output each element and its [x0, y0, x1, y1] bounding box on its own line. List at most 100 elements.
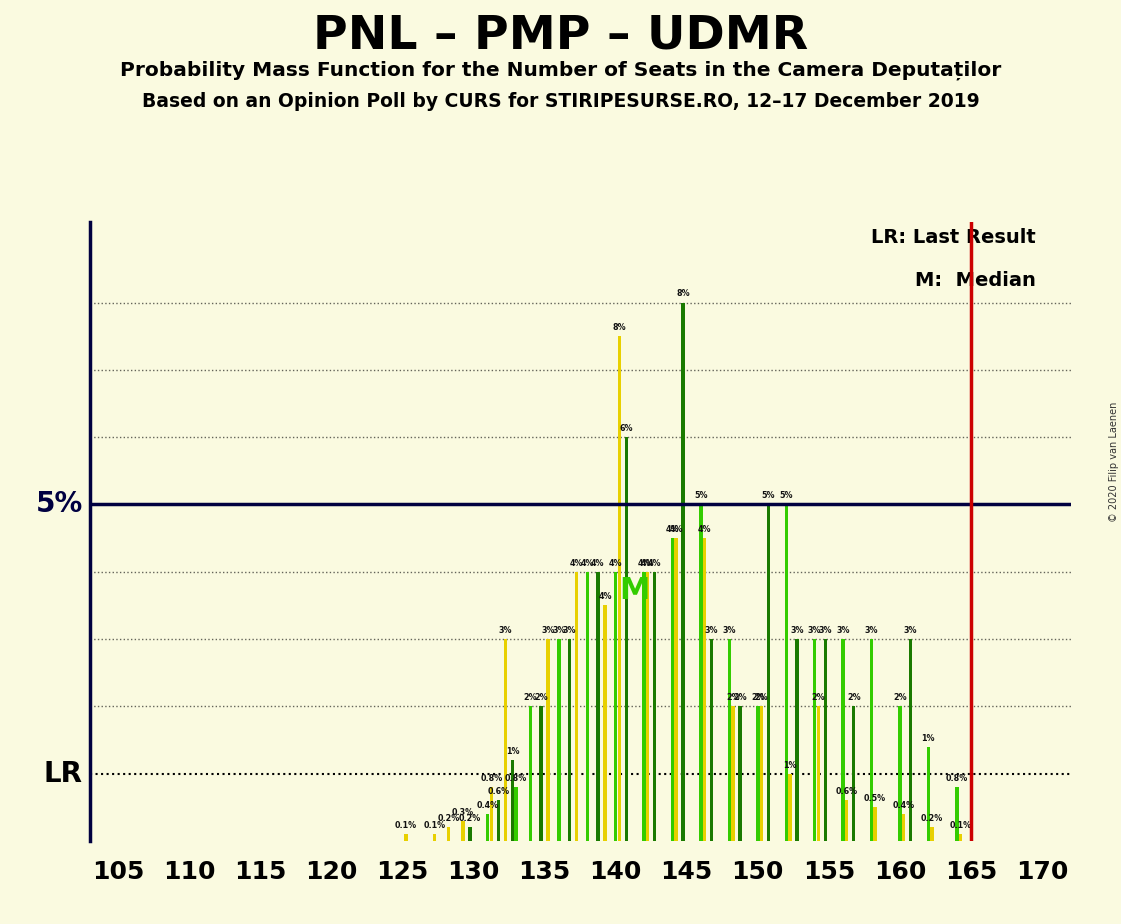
Bar: [557, 639, 560, 841]
Bar: [546, 639, 549, 841]
Bar: [909, 639, 912, 841]
Bar: [898, 706, 901, 841]
Text: 0.1%: 0.1%: [424, 821, 445, 830]
Bar: [654, 572, 657, 841]
Text: 3%: 3%: [864, 626, 878, 635]
Bar: [703, 538, 706, 841]
Text: 3%: 3%: [541, 626, 555, 635]
Bar: [585, 572, 589, 841]
Text: 3%: 3%: [904, 626, 917, 635]
Text: 0.8%: 0.8%: [506, 774, 527, 783]
Bar: [816, 706, 819, 841]
Bar: [646, 572, 649, 841]
Text: 4%: 4%: [697, 525, 711, 534]
Text: 1%: 1%: [921, 734, 935, 743]
Text: 3%: 3%: [808, 626, 822, 635]
Text: 4%: 4%: [599, 592, 612, 602]
Text: PNL – PMP – UDMR: PNL – PMP – UDMR: [313, 14, 808, 59]
Text: 4%: 4%: [569, 559, 583, 567]
Bar: [767, 505, 770, 841]
Bar: [515, 787, 518, 841]
Bar: [670, 538, 674, 841]
Text: 4%: 4%: [581, 559, 594, 567]
Bar: [675, 538, 678, 841]
Text: 4%: 4%: [666, 525, 679, 534]
Text: 0.2%: 0.2%: [437, 814, 460, 823]
Text: 4%: 4%: [638, 559, 651, 567]
Bar: [469, 827, 472, 841]
Text: 0.1%: 0.1%: [949, 821, 972, 830]
Bar: [710, 639, 713, 841]
Bar: [813, 639, 816, 841]
Text: 0.2%: 0.2%: [920, 814, 943, 823]
Text: 2%: 2%: [812, 693, 825, 702]
Text: 4%: 4%: [641, 559, 655, 567]
Text: 3%: 3%: [705, 626, 719, 635]
Text: 2%: 2%: [893, 693, 907, 702]
Text: M: M: [619, 577, 649, 605]
Bar: [497, 800, 500, 841]
Bar: [603, 605, 606, 841]
Bar: [529, 706, 532, 841]
Text: 2%: 2%: [733, 693, 747, 702]
Bar: [596, 572, 600, 841]
Text: 8%: 8%: [676, 289, 691, 298]
Bar: [958, 834, 962, 841]
Text: 4%: 4%: [669, 525, 683, 534]
Bar: [873, 808, 877, 841]
Text: © 2020 Filip van Laenen: © 2020 Filip van Laenen: [1109, 402, 1119, 522]
Text: 0.4%: 0.4%: [892, 801, 915, 809]
Text: 2%: 2%: [754, 693, 768, 702]
Bar: [842, 639, 845, 841]
Text: 0.4%: 0.4%: [476, 801, 499, 809]
Text: M:  Median: M: Median: [916, 272, 1036, 290]
Bar: [614, 572, 618, 841]
Text: 8%: 8%: [612, 323, 626, 332]
Text: 0.6%: 0.6%: [835, 787, 858, 796]
Text: 2%: 2%: [524, 693, 537, 702]
Text: 2%: 2%: [847, 693, 861, 702]
Bar: [618, 336, 621, 841]
Bar: [756, 706, 760, 841]
Text: 3%: 3%: [836, 626, 850, 635]
Text: 6%: 6%: [620, 424, 633, 433]
Bar: [852, 706, 855, 841]
Bar: [405, 834, 408, 841]
Text: 3%: 3%: [723, 626, 736, 635]
Bar: [728, 639, 731, 841]
Bar: [682, 302, 685, 841]
Bar: [433, 834, 436, 841]
Text: 3%: 3%: [552, 626, 565, 635]
Bar: [930, 827, 934, 841]
Bar: [700, 505, 703, 841]
Bar: [567, 639, 572, 841]
Bar: [624, 437, 628, 841]
Text: 0.3%: 0.3%: [452, 808, 474, 817]
Text: 4%: 4%: [609, 559, 622, 567]
Bar: [487, 814, 490, 841]
Text: 3%: 3%: [499, 626, 512, 635]
Bar: [795, 639, 798, 841]
Text: 4%: 4%: [591, 559, 604, 567]
Bar: [575, 572, 578, 841]
Text: 1%: 1%: [784, 760, 797, 770]
Text: 3%: 3%: [790, 626, 804, 635]
Bar: [739, 706, 742, 841]
Text: Probability Mass Function for the Number of Seats in the Camera Deputaților: Probability Mass Function for the Number…: [120, 60, 1001, 79]
Text: 5%: 5%: [762, 492, 776, 501]
Bar: [955, 787, 958, 841]
Text: 0.8%: 0.8%: [480, 774, 502, 783]
Text: 5%: 5%: [36, 491, 83, 518]
Bar: [824, 639, 827, 841]
Bar: [511, 760, 515, 841]
Bar: [788, 773, 791, 841]
Bar: [731, 706, 734, 841]
Bar: [785, 505, 788, 841]
Bar: [447, 827, 451, 841]
Bar: [461, 821, 464, 841]
Text: LR: LR: [44, 760, 83, 787]
Text: 2%: 2%: [726, 693, 740, 702]
Bar: [503, 639, 507, 841]
Bar: [901, 814, 906, 841]
Bar: [760, 706, 763, 841]
